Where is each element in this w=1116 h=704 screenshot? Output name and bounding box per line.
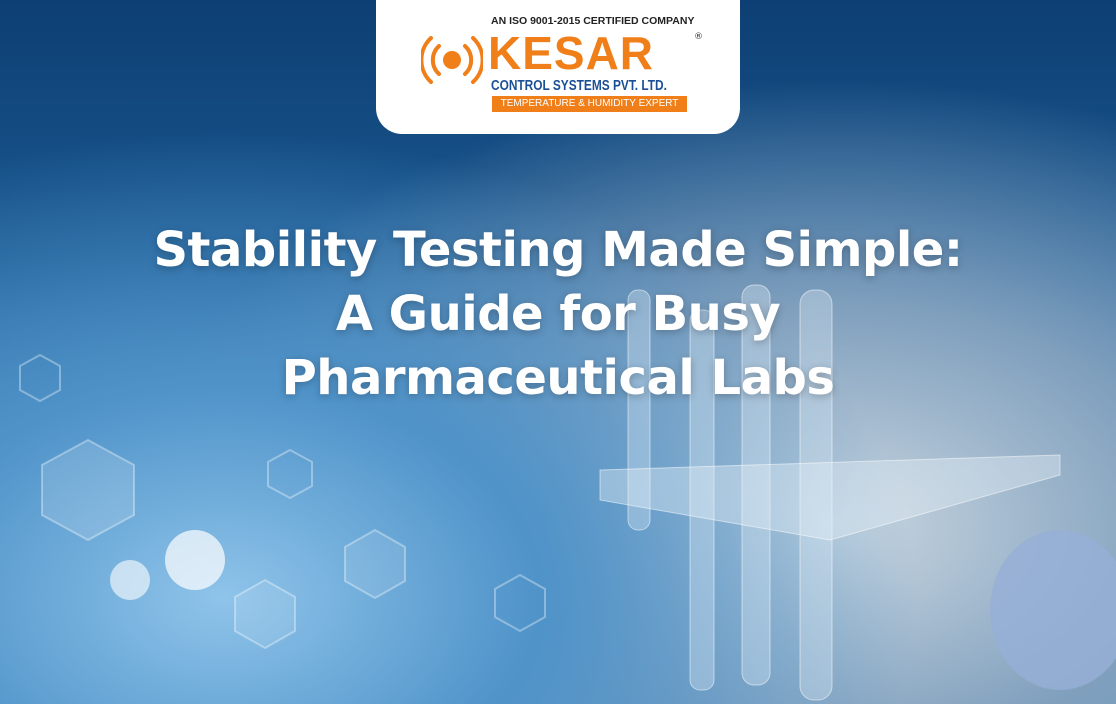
tagline: TEMPERATURE & HUMIDITY EXPERT bbox=[492, 96, 687, 112]
company-logo: AN ISO 9001-2015 CERTIFIED COMPANY KESAR… bbox=[376, 0, 740, 134]
headline: Stability Testing Made Simple: A Guide f… bbox=[0, 218, 1116, 410]
signal-waves-icon bbox=[421, 36, 483, 84]
registered-mark: ® bbox=[694, 32, 703, 42]
iso-certification: AN ISO 9001-2015 CERTIFIED COMPANY bbox=[491, 15, 695, 27]
brand-name: KESAR bbox=[488, 27, 655, 79]
headline-line-1: Stability Testing Made Simple: bbox=[153, 222, 963, 278]
headline-line-2: A Guide for Busy bbox=[335, 286, 781, 342]
headline-line-3: Pharmaceutical Labs bbox=[281, 350, 835, 406]
company-name: CONTROL SYSTEMS PVT. LTD. bbox=[491, 78, 667, 94]
